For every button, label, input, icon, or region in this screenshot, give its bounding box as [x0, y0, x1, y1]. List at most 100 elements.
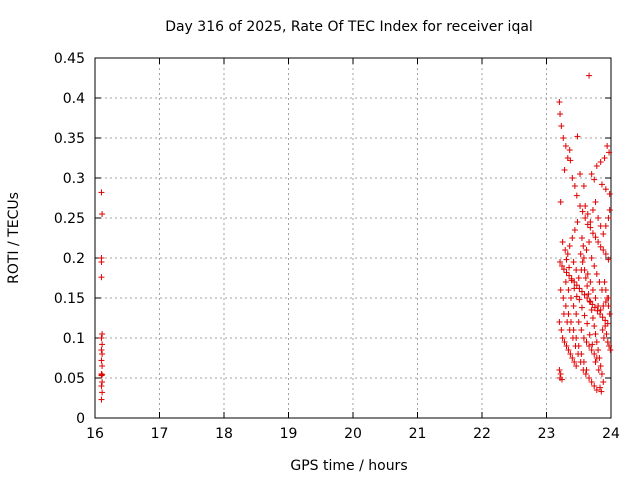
data-point: [588, 307, 595, 313]
x-tick-label: 20: [344, 426, 362, 442]
data-point: [577, 171, 584, 177]
data-point: [556, 99, 563, 105]
data-point: [98, 347, 105, 353]
data-point: [597, 223, 604, 229]
data-point: [605, 295, 612, 301]
data-point: [581, 312, 588, 319]
data-point: [569, 175, 576, 181]
data-point: [571, 359, 578, 365]
data-point: [582, 203, 589, 209]
data-point: [557, 371, 564, 377]
data-point: [578, 327, 585, 333]
data-point: [567, 351, 574, 357]
data-point: [569, 335, 576, 341]
data-point: [575, 319, 582, 325]
data-point: [99, 389, 106, 396]
data-point: [566, 264, 573, 271]
data-point: [581, 291, 588, 298]
data-point: [606, 343, 613, 349]
data-point: [563, 256, 570, 263]
data-point: [586, 298, 593, 305]
data-point: [568, 295, 575, 301]
data-point: [597, 159, 604, 165]
x-tick-label: 19: [280, 426, 298, 442]
data-point: [593, 163, 600, 169]
data-point: [580, 367, 587, 373]
data-point: [586, 331, 593, 338]
data-point: [556, 319, 563, 325]
x-axis-label: GPS time / hours: [290, 458, 407, 474]
x-tick-label: 24: [602, 426, 620, 442]
data-point: [562, 303, 569, 309]
data-point: [598, 388, 605, 395]
data-point: [558, 123, 565, 129]
data-point: [586, 72, 593, 79]
y-tick-label: 0.4: [63, 91, 85, 107]
data-point: [591, 304, 598, 311]
data-point: [582, 371, 589, 377]
data-point: [583, 339, 590, 345]
data-point: [98, 357, 105, 364]
data-point: [98, 335, 105, 341]
data-point: [561, 167, 568, 173]
data-point: [589, 287, 596, 293]
data-point: [569, 355, 576, 361]
data-point: [558, 327, 565, 333]
data-point: [584, 211, 591, 217]
data-point: [574, 219, 581, 225]
data-point: [570, 303, 577, 309]
data-point: [99, 371, 106, 378]
data-point: [587, 219, 594, 225]
data-point: [568, 277, 575, 284]
data-point: [98, 372, 105, 379]
data-point: [566, 243, 573, 249]
data-point: [580, 183, 587, 189]
data-point: [574, 133, 581, 140]
data-point: [591, 176, 598, 183]
y-tick-label: 0.25: [54, 211, 85, 227]
data-point: [571, 227, 578, 233]
data-point: [595, 347, 602, 353]
scatter-points: [98, 72, 614, 403]
data-point: [586, 343, 593, 349]
data-point: [577, 251, 584, 257]
data-point: [591, 351, 598, 357]
y-tick-label: 0.1: [63, 331, 85, 347]
data-point: [565, 347, 572, 353]
data-point: [573, 192, 580, 199]
data-point: [570, 259, 577, 265]
data-point: [571, 183, 578, 189]
x-tick-label: 22: [473, 426, 491, 442]
data-point: [592, 234, 599, 241]
data-point: [602, 323, 609, 329]
data-point: [595, 239, 602, 245]
data-point: [599, 314, 606, 321]
data-point: [602, 186, 609, 193]
data-point: [600, 231, 607, 237]
data-point: [567, 157, 574, 164]
data-point: [579, 208, 586, 215]
data-point: [588, 255, 595, 261]
data-point: [563, 343, 570, 349]
y-tick-label: 0: [76, 411, 85, 427]
data-point: [584, 320, 591, 327]
data-point: [601, 279, 608, 285]
data-point: [573, 267, 580, 273]
data-point: [557, 199, 564, 205]
data-point: [591, 383, 598, 389]
data-point: [599, 327, 606, 333]
data-point: [600, 247, 607, 253]
data-point: [557, 259, 564, 265]
data-point: [587, 224, 594, 231]
data-point: [588, 379, 595, 385]
data-point: [606, 191, 613, 197]
data-point: [577, 359, 584, 365]
data-point: [598, 181, 605, 188]
data-point: [592, 359, 599, 365]
data-point: [589, 315, 596, 321]
y-tick-label: 0.3: [63, 171, 85, 187]
data-point: [566, 272, 573, 279]
data-point: [603, 331, 610, 337]
x-tick-label: 23: [538, 426, 556, 442]
data-point: [99, 379, 106, 385]
